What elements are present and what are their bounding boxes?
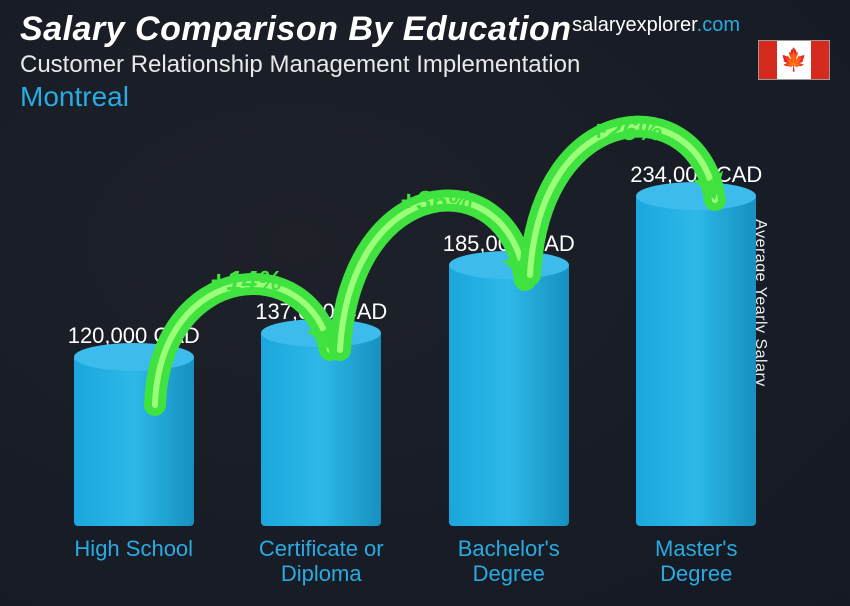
- bar-category-label: Certificate orDiploma: [259, 536, 384, 588]
- brand-domain: .com: [697, 14, 740, 36]
- bar-group: 137,000 CADCertificate orDiploma: [236, 299, 406, 588]
- bar-group: 120,000 CADHigh School: [49, 323, 219, 588]
- bar: [636, 196, 756, 526]
- bar-group: 185,000 CADBachelor'sDegree: [424, 231, 594, 588]
- page-subtitle: Customer Relationship Management Impleme…: [20, 51, 830, 79]
- bar-category-label: Bachelor'sDegree: [458, 536, 560, 588]
- increase-label: +26%: [590, 115, 662, 146]
- page-location: Montreal: [20, 81, 830, 113]
- bar: [261, 333, 381, 526]
- bar-chart: 120,000 CADHigh School137,000 CADCertifi…: [40, 160, 790, 588]
- bar: [74, 357, 194, 526]
- bar: [449, 265, 569, 526]
- maple-leaf-icon: 🍁: [780, 49, 807, 71]
- bar-category-label: High School: [74, 536, 193, 588]
- flag-canada-icon: 🍁: [758, 40, 830, 80]
- bar-group: 234,000 CADMaster'sDegree: [611, 162, 781, 588]
- brand-label: salaryexplorer.com: [572, 14, 740, 37]
- brand-name: salaryexplorer: [572, 14, 697, 36]
- bar-category-label: Master'sDegree: [655, 536, 737, 588]
